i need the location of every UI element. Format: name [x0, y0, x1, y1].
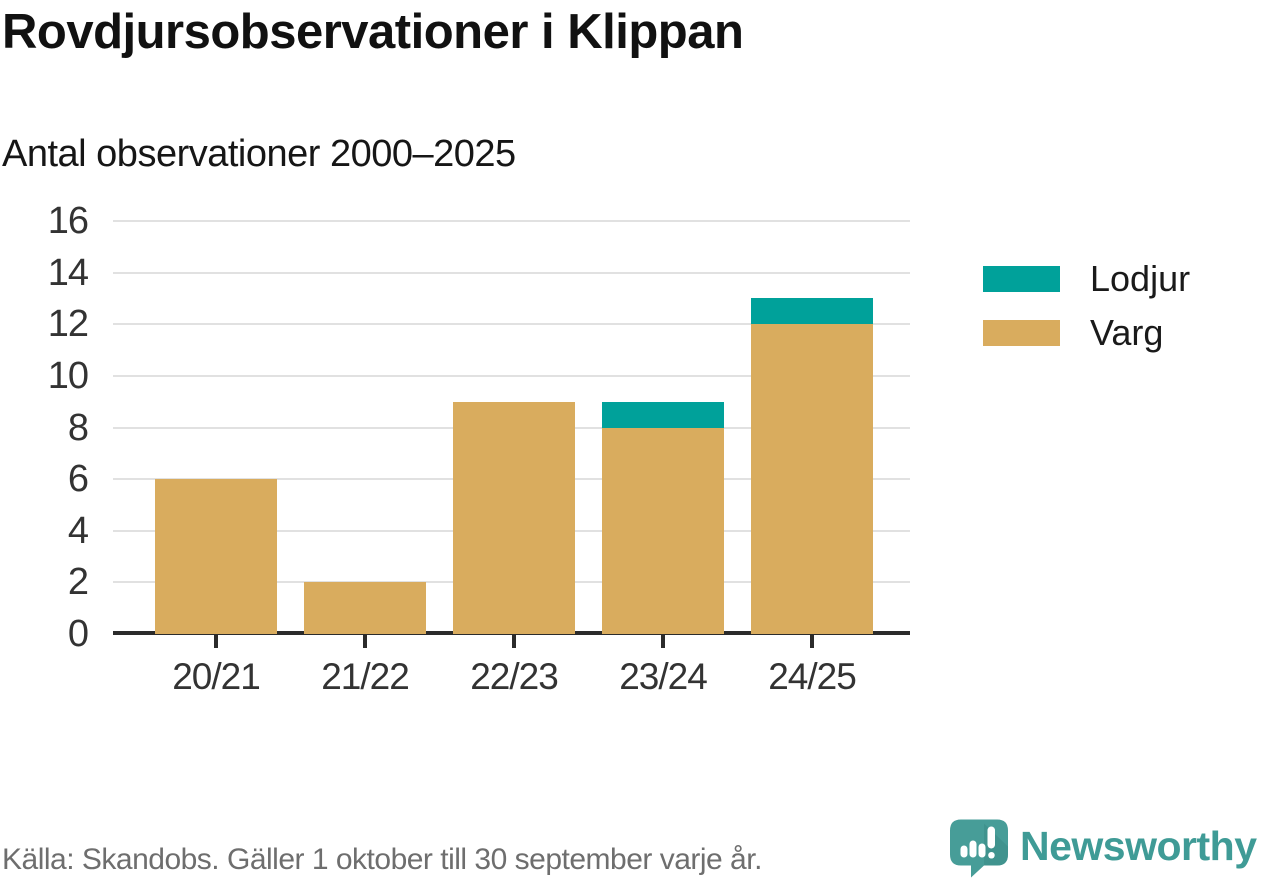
x-axis-tick-23-24	[661, 635, 665, 648]
chart-subtitle: Antal observationer 2000–2025	[2, 133, 516, 175]
gridline-y10	[113, 374, 910, 377]
y-axis-label-10: 10	[47, 354, 89, 397]
legend-swatch-lodjur	[983, 266, 1060, 292]
bar-22-23-varg	[453, 401, 575, 634]
legend-label-lodjur: Lodjur	[1090, 258, 1191, 299]
gridline-y14	[113, 271, 910, 274]
x-axis-tick-20-21	[214, 635, 218, 648]
y-axis-label-6: 6	[67, 458, 89, 501]
newsworthy-wordmark: Newsworthy	[1020, 823, 1257, 869]
bar-20-21-varg	[155, 479, 277, 634]
x-axis-label-22-23: 22/23	[470, 656, 559, 697]
y-axis-label-16: 16	[47, 200, 89, 242]
legend-label-varg: Varg	[1090, 312, 1164, 353]
bar-21-22-varg	[304, 582, 426, 634]
y-axis-label-12: 12	[47, 303, 89, 346]
x-axis-label-21-22: 21/22	[321, 656, 410, 697]
gridline-y12	[113, 323, 910, 326]
y-axis-label-4: 4	[67, 509, 89, 552]
source-note: Källa: Skandobs. Gäller 1 oktober till 3…	[2, 843, 762, 876]
x-axis-label-20-21: 20/21	[172, 656, 261, 697]
x-axis-tick-22-23	[512, 635, 516, 648]
x-axis-tick-21-22	[363, 635, 367, 648]
bar-24-25-varg	[751, 324, 873, 634]
bar-23-24-lodjur	[602, 401, 724, 428]
bar-23-24-varg	[602, 427, 724, 634]
x-axis-label-23-24: 23/24	[619, 656, 708, 697]
newsworthy-logo: Newsworthy	[946, 815, 1260, 879]
y-axis-label-2: 2	[67, 561, 89, 604]
y-axis-label-8: 8	[67, 406, 89, 449]
x-axis-label-24-25: 24/25	[768, 656, 857, 697]
y-axis-label-14: 14	[47, 251, 89, 294]
bar-24-25-lodjur	[751, 298, 873, 325]
newsworthy-logo-icon	[950, 819, 1008, 878]
gridline-y16	[113, 220, 910, 222]
x-axis-tick-24-25	[810, 635, 814, 648]
y-axis-label-0: 0	[67, 613, 89, 655]
chart-title: Rovdjursobservationer i Klippan	[2, 5, 744, 59]
legend-swatch-varg	[983, 320, 1060, 346]
